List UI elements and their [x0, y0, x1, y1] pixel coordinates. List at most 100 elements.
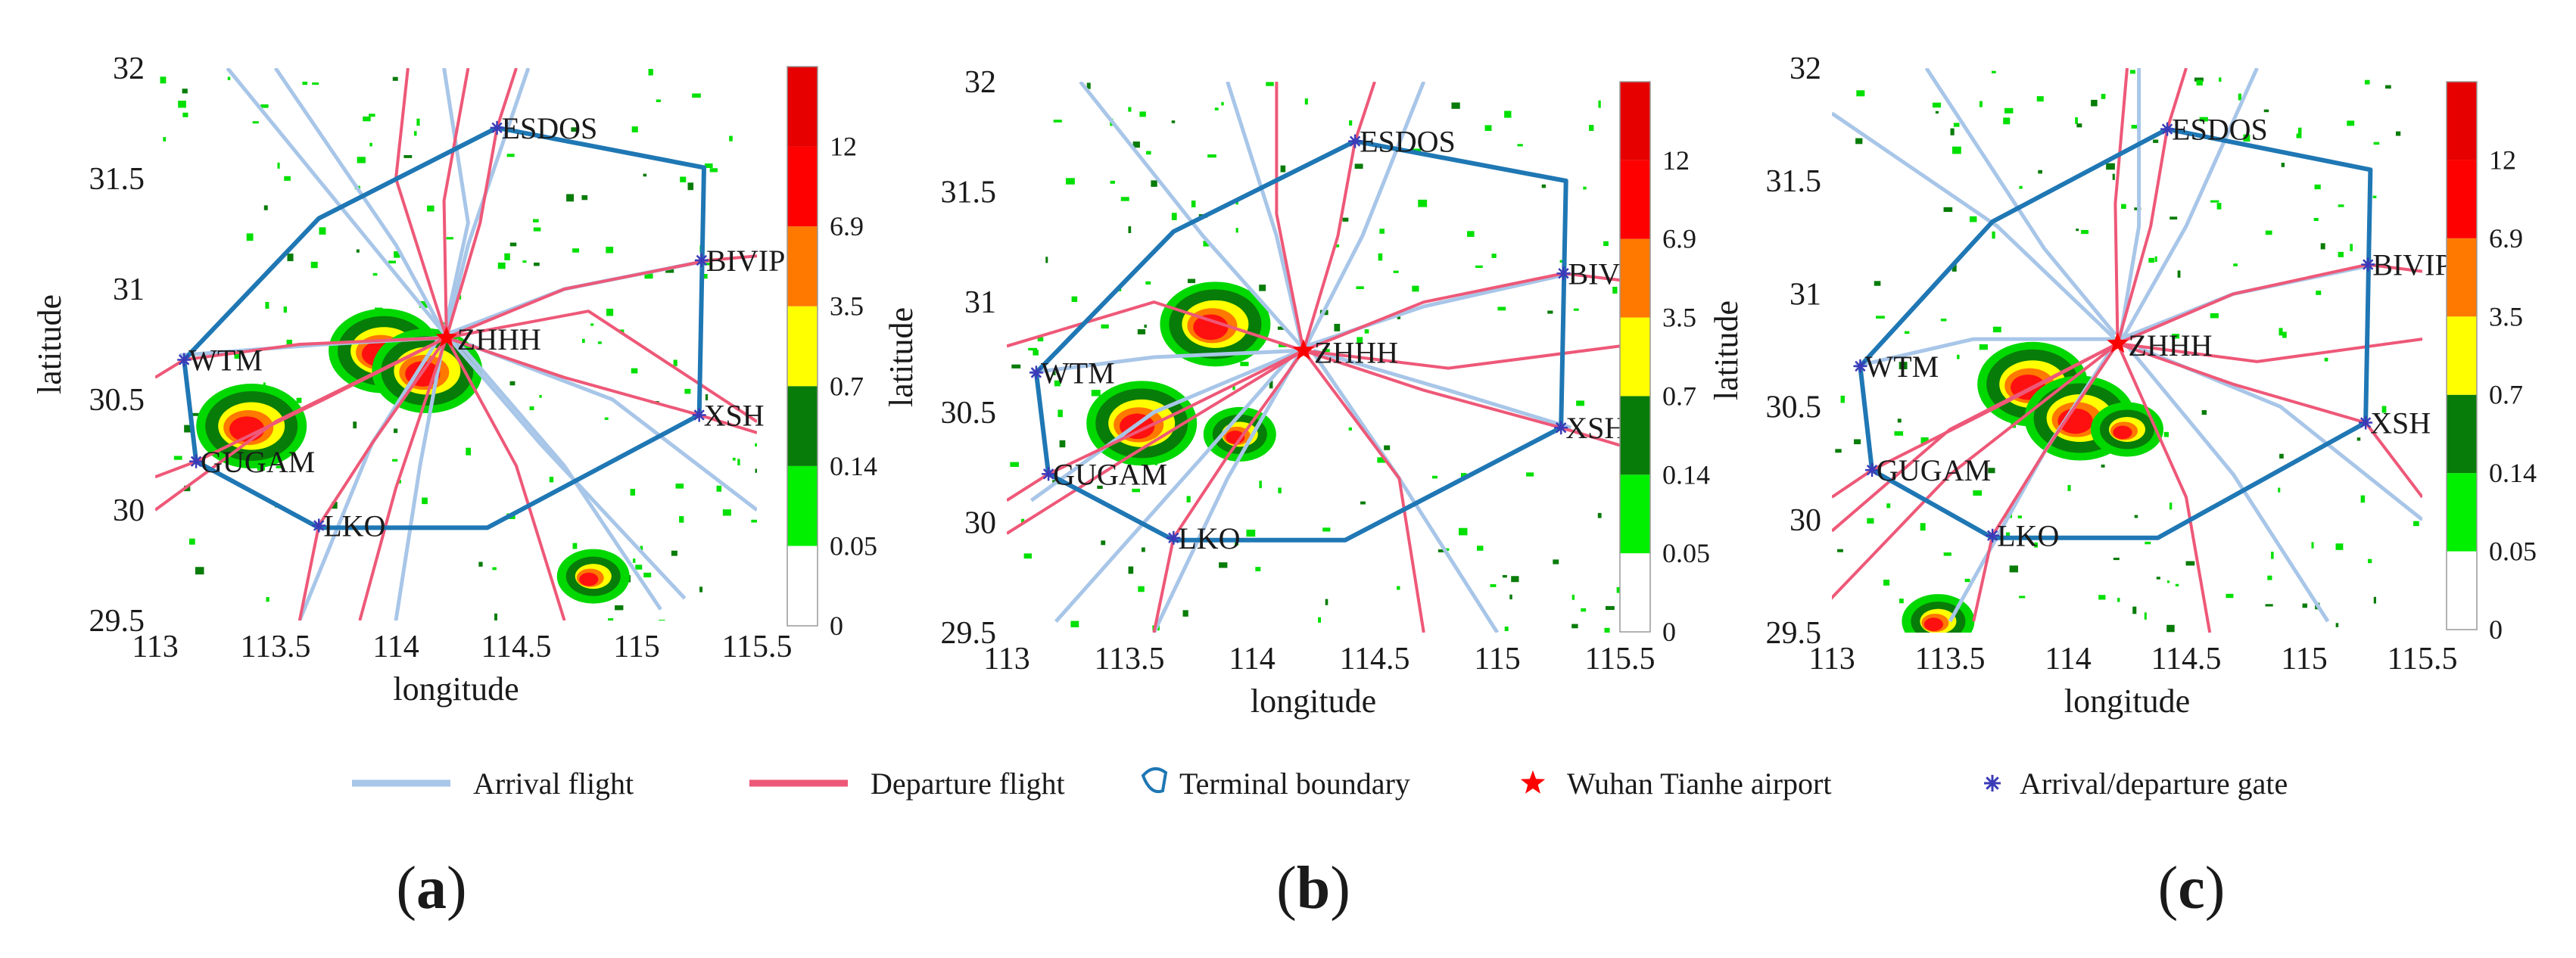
- radar-pixel: [497, 262, 506, 269]
- radar-pixel: [1490, 584, 1497, 587]
- arrival-track: [2120, 68, 2259, 341]
- radar-pixel: [1855, 138, 1863, 145]
- gate-label: XSH: [2370, 406, 2431, 440]
- airport-star-icon: [435, 326, 457, 347]
- radar-pixel: [665, 267, 674, 273]
- radar-pixel: [2163, 431, 2169, 437]
- radar-pixel: [2169, 502, 2173, 510]
- panel-label: (b): [1276, 855, 1350, 922]
- colorbar-tick-label: 0.7: [830, 371, 864, 401]
- radar-pixel: [684, 388, 691, 394]
- radar-pixel: [2226, 593, 2234, 599]
- radar-pixel: [2067, 484, 2071, 491]
- radar-pixel: [2132, 606, 2137, 614]
- colorbar-tick-label: 0.7: [1662, 381, 1696, 411]
- radar-pixel: [1581, 608, 1587, 612]
- radar-pixel: [276, 465, 284, 468]
- y-tick-label: 30: [113, 493, 145, 528]
- gate-marker-icon: [1986, 528, 2000, 543]
- radar-pixel: [1431, 475, 1438, 479]
- colorbar-tick-label: 0.05: [1662, 538, 1710, 568]
- radar-pixel: [1509, 594, 1512, 600]
- x-tick-label: 113.5: [241, 630, 311, 664]
- colorbar-tick-label: 6.9: [2489, 223, 2523, 253]
- arrival-track: [1924, 68, 2117, 336]
- radar-pixel: [1991, 70, 1996, 73]
- radar-pixel: [2156, 577, 2160, 580]
- colorbar-tick-label: 0: [1662, 617, 1676, 647]
- radar-pixel: [680, 176, 687, 182]
- legend-item-line-arrival: Arrival flight: [352, 767, 634, 801]
- radar-pixel: [1899, 362, 1908, 370]
- radar-pixel: [2113, 557, 2120, 561]
- arrival-track: [2126, 344, 2330, 623]
- radar-pixel: [631, 126, 638, 132]
- radar-speckle: [1010, 82, 1620, 633]
- radar-pixel: [1144, 324, 1147, 328]
- radar-pixel: [2172, 334, 2180, 339]
- departure-track: [1972, 342, 2120, 622]
- radar-pixel: [1207, 154, 1216, 158]
- departure-flights: [1007, 82, 1620, 633]
- radar-pixel: [2335, 543, 2344, 550]
- radar-pixel: [353, 421, 357, 429]
- radar-pixel: [571, 127, 579, 132]
- radar-pixel: [716, 485, 722, 492]
- colorbar-band: [2447, 160, 2477, 238]
- gate-marker-icon: [1042, 467, 1056, 481]
- radar-pixel: [2129, 70, 2135, 74]
- departure-track: [1007, 300, 1304, 353]
- radar-pixel: [1086, 82, 1091, 89]
- arrival-track: [1313, 348, 1571, 430]
- gate-label: ESDOS: [502, 111, 598, 145]
- colorbar-band: [787, 465, 818, 546]
- radar-pixel: [1101, 540, 1106, 546]
- map-plot-area: [1007, 82, 1620, 633]
- radar-pixel: [1612, 286, 1618, 294]
- radar-pixel: [572, 543, 578, 549]
- radar-pixel: [2314, 184, 2321, 190]
- radar-pixel: [2134, 515, 2138, 518]
- radar-pixel: [369, 114, 375, 117]
- legend-label: Arrival/departure gate: [2020, 767, 2288, 801]
- radar-pixel: [1045, 257, 1048, 263]
- radar-pixel: [388, 260, 396, 264]
- colorbar-band: [787, 226, 818, 306]
- radar-pixel: [188, 538, 195, 545]
- radar-pixel: [1054, 380, 1061, 387]
- radar-pixel: [1097, 485, 1103, 490]
- radar-pixel: [729, 135, 733, 142]
- gate-marker-icon: [2359, 415, 2373, 430]
- radar-pixel: [1280, 165, 1286, 173]
- radar-pixel: [2338, 251, 2344, 257]
- radar-pixel: [1598, 100, 1601, 108]
- colorbar: 0 0.05 0.14 0.7 3.5 6.9 12: [787, 66, 877, 641]
- radar-pixel: [643, 572, 652, 578]
- radar-pixel: [1571, 594, 1575, 600]
- weather-cell: [1902, 594, 1975, 633]
- gate-marker-icon: [1554, 421, 1568, 435]
- radar-pixel: [1342, 217, 1349, 222]
- x-tick-label: 114.5: [2151, 642, 2222, 677]
- colorbar-tick-label: 3.5: [2489, 301, 2523, 331]
- weather-cell: [1203, 406, 1276, 462]
- radar-pixel: [184, 425, 192, 433]
- radar-pixel: [1576, 400, 1585, 406]
- y-tick-label: 31.5: [89, 162, 145, 197]
- y-tick-label: 31: [1789, 277, 1821, 312]
- radar-pixel: [1349, 120, 1353, 126]
- gate-marker-icon: [1167, 530, 1181, 545]
- radar-pixel: [1883, 580, 1890, 586]
- arrival-track: [444, 68, 531, 334]
- radar-pixel: [1559, 260, 1564, 263]
- radar-pixel: [2201, 409, 2207, 415]
- x-tick-label: 115: [1474, 642, 1520, 677]
- radar-pixel: [705, 394, 709, 401]
- radar-pixel: [478, 561, 483, 567]
- radar-pixel: [1186, 496, 1191, 502]
- radar-pixel: [1511, 576, 1519, 583]
- radar-pixel: [2166, 624, 2175, 633]
- y-tick-label: 32: [964, 65, 996, 100]
- radar-pixel: [372, 272, 378, 276]
- gate-wtm: WTM: [1029, 356, 1115, 390]
